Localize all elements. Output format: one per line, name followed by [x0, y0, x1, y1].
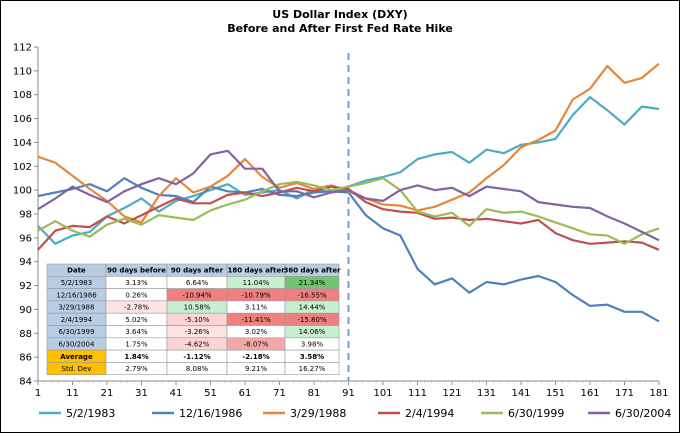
table-value: 1.75% [125, 341, 148, 349]
y-tick-label: 110 [13, 66, 32, 77]
table-stddev-value: 2.79% [125, 365, 148, 373]
y-tick-label: 96 [19, 233, 32, 244]
table-header: Date [67, 267, 86, 275]
x-tick-label: 11 [66, 388, 79, 399]
table-date: 2/4/1994 [61, 316, 93, 324]
table-value: 10.58% [184, 304, 211, 312]
x-tick-label: 151 [546, 388, 565, 399]
x-tick-label: 21 [101, 388, 114, 399]
legend-label: 6/30/2004 [615, 407, 671, 420]
table-stddev-value: 16.27% [299, 365, 326, 373]
x-tick-label: 41 [170, 388, 183, 399]
y-tick-label: 106 [13, 114, 32, 125]
table-value: 3.13% [125, 279, 148, 287]
y-tick-label: 86 [19, 353, 32, 364]
legend-label: 5/2/1983 [66, 407, 115, 420]
table-date: 12/16/1986 [56, 291, 97, 299]
x-tick-label: 181 [649, 388, 668, 399]
x-tick-label: 31 [135, 388, 148, 399]
x-tick-label: 91 [342, 388, 355, 399]
x-tick-label: 111 [408, 388, 427, 399]
table-header: 360 days after [283, 267, 341, 275]
series-line [37, 149, 660, 242]
table-value: -15.80% [297, 316, 327, 324]
table-value: 3.98% [301, 341, 324, 349]
table-value: 11.04% [243, 279, 270, 287]
table-value: 14.06% [299, 328, 326, 336]
x-tick-label: 61 [239, 388, 252, 399]
table-value: -4.62% [185, 341, 210, 349]
x-tick-label: 171 [615, 388, 634, 399]
y-tick-label: 88 [19, 329, 32, 340]
table-date: 6/30/2004 [59, 341, 95, 349]
y-tick-label: 90 [19, 305, 32, 316]
table-value: 5.02% [125, 316, 148, 324]
legend: 5/2/1983 12/16/1986 3/29/1988 2/4/1994 6/30/… [39, 407, 671, 420]
table-value: 14.44% [299, 304, 326, 312]
stats-table: Date 90 days before 90 days after 180 days … [46, 263, 341, 376]
x-tick-label: 51 [204, 388, 217, 399]
y-tick-label: 108 [13, 90, 32, 101]
table-value: -2.78% [124, 304, 149, 312]
y-tick-label: 104 [13, 138, 32, 149]
x-tick-label: 141 [511, 388, 530, 399]
series-line [37, 177, 660, 245]
legend-label: 2/4/1994 [405, 407, 454, 420]
y-tick-label: 102 [13, 162, 32, 173]
y-tick-label: 84 [19, 377, 32, 388]
legend-label: 3/29/1988 [290, 407, 346, 420]
table-average-value: -2.18% [242, 353, 269, 361]
x-tick-label: 101 [373, 388, 392, 399]
table-value: -10.79% [241, 291, 271, 299]
x-tick-label: 121 [442, 388, 461, 399]
table-value: -11.41% [241, 316, 271, 324]
table-header: 90 days before [107, 267, 166, 275]
legend-label: 12/16/1986 [179, 407, 242, 420]
y-tick-label: 100 [13, 186, 32, 197]
x-tick-label: 161 [580, 388, 599, 399]
table-average-value: 3.58% [300, 353, 324, 361]
table-average-value: 1.84% [124, 353, 148, 361]
x-tick-label: 71 [273, 388, 286, 399]
table-average-value: -1.12% [183, 353, 210, 361]
y-tick-label: 112 [13, 43, 32, 54]
table-value: -3.26% [185, 328, 210, 336]
table-value: 3.64% [125, 328, 148, 336]
table-date: 6/30/1999 [59, 328, 95, 336]
table-value: 0.26% [125, 291, 148, 299]
y-tick-label: 94 [19, 257, 32, 268]
table-stddev-value: 8.08% [186, 365, 209, 373]
series-line [37, 177, 660, 323]
table-stddev-value: 9.21% [245, 365, 268, 373]
legend-label: 6/30/1999 [508, 407, 564, 420]
chart-subtitle: Before and After First Fed Rate Hike [227, 22, 453, 35]
table-date: 5/2/1983 [61, 279, 92, 287]
table-average-label: Average [60, 353, 93, 361]
table-value: 6.64% [186, 279, 209, 287]
y-tick-label: 98 [19, 210, 32, 221]
table-value: 3.11% [245, 304, 268, 312]
y-tick-label: 92 [19, 281, 32, 292]
table-value: 3.02% [245, 328, 268, 336]
table-value: -8.07% [244, 341, 269, 349]
table-value: -10.94% [182, 291, 212, 299]
x-tick-label: 81 [308, 388, 321, 399]
table-value: -16.55% [297, 291, 327, 299]
table-value: -5.10% [185, 316, 210, 324]
table-cell [284, 362, 340, 375]
chart-title: US Dollar Index (DXY) [272, 8, 407, 21]
table-header: 180 days after [227, 267, 285, 275]
table-stddev-label: Std. Dev [62, 365, 92, 373]
series-lines [37, 62, 660, 323]
table-date: 3/29/1988 [59, 304, 95, 312]
x-tick-label: 131 [477, 388, 496, 399]
table-value: 21.34% [299, 279, 326, 287]
x-tick-label: 1 [35, 388, 41, 399]
table-header: 90 days after [171, 267, 224, 275]
